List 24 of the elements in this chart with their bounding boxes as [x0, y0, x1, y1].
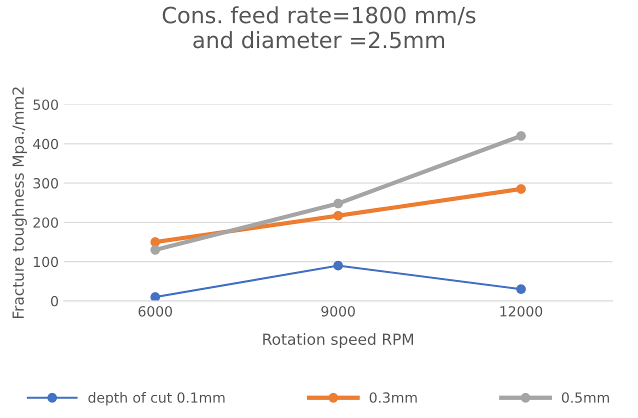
point — [333, 210, 343, 221]
point — [150, 237, 160, 247]
y-tick-label: 100 — [34, 256, 58, 268]
y-tick-label: 200 — [33, 217, 58, 228]
point — [516, 284, 526, 294]
point — [333, 198, 343, 208]
chart-title: Cons. feed rate=1800 mm/s and diameter =2.5mm — [162, 6, 476, 48]
point — [333, 260, 343, 270]
y-tick-label: 0 — [51, 296, 58, 306]
point — [150, 245, 160, 255]
legend-label: depth of cut 0.1mm — [88, 392, 225, 406]
legend-label: 0.5mm — [562, 392, 609, 403]
legend-label: 0.3mm — [370, 392, 417, 403]
y-axis-title: Fracture toughness Mpa./mm2 — [12, 87, 27, 318]
point — [150, 292, 160, 301]
x-axis-title: Rotation speed RPM — [263, 333, 414, 348]
point — [516, 131, 526, 141]
y-tick-label: 300 — [33, 178, 58, 189]
y-tick-label: 500 — [34, 99, 58, 110]
x-tick-label: 12000 — [500, 306, 542, 317]
x-tick-label: 9000 — [321, 306, 355, 317]
x-tick-label: 6000 — [138, 306, 172, 317]
point — [516, 184, 526, 194]
y-tick-label: 400 — [33, 138, 58, 150]
